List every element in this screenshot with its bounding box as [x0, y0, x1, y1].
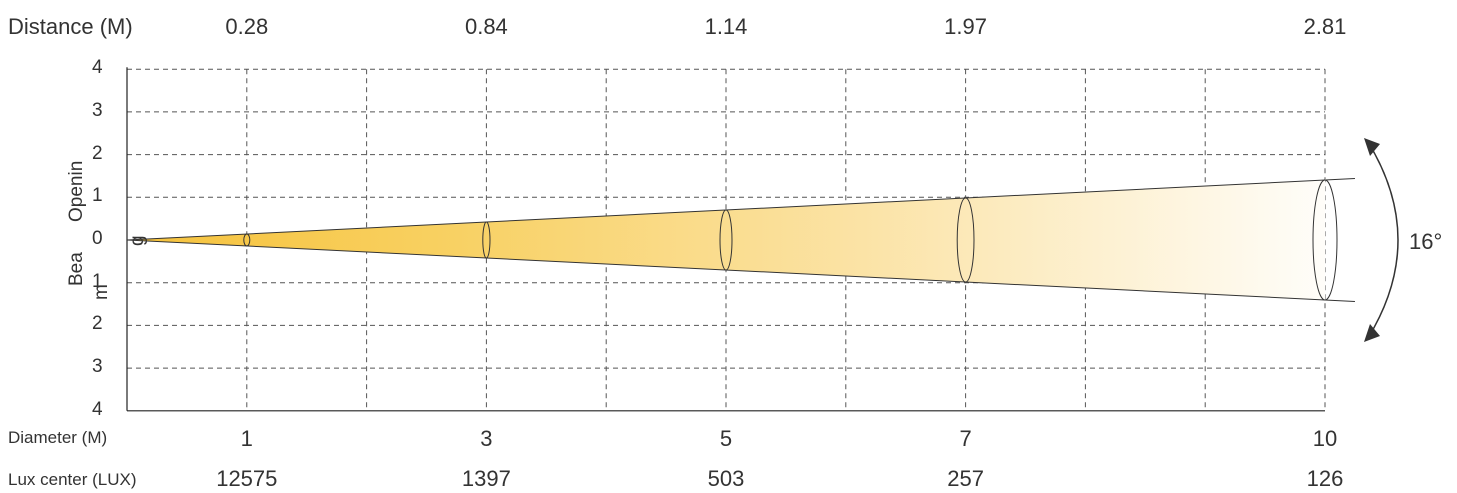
beam-cross-section: [243, 233, 251, 247]
beam-cross-section: [719, 209, 733, 271]
y-tick-label: 2: [92, 313, 103, 335]
beam-cross-section: [482, 221, 491, 259]
y-tick-label: 2: [92, 142, 103, 164]
distance-value: 7: [959, 426, 972, 451]
beam-angle-label: 16°: [1409, 229, 1443, 254]
y-tick-label: 3: [92, 356, 103, 378]
distance-value: 5: [719, 426, 733, 451]
lux-value: 12575: [216, 466, 278, 491]
y-tick-label: 1: [92, 270, 103, 292]
distance-value: 3: [480, 426, 493, 451]
beam-cross-section: [1312, 179, 1338, 301]
beam-angle-arc: [1367, 141, 1399, 339]
y-tick-label: 0: [92, 228, 103, 249]
beam-edge-bottom: [126, 239, 1355, 302]
diameter-title: Diameter (M): [8, 428, 108, 447]
beam-cross-section: [956, 197, 975, 283]
angle-arrow-up-icon: [1364, 138, 1380, 156]
y-axis-title-part: Bea: [66, 252, 87, 286]
y-tick-label: 4: [92, 57, 103, 79]
lux-value: 503: [707, 466, 745, 491]
y-tick-label: 4: [92, 398, 103, 420]
beam-cone: [127, 178, 1355, 302]
lux-title: Lux center (LUX): [8, 470, 137, 489]
distance-value: 10: [1312, 426, 1338, 451]
y-axis-title-part: Openin: [66, 160, 87, 222]
diameter-value: 0.28: [225, 14, 269, 39]
lux-value: 1397: [461, 466, 511, 491]
y-tick-label: 1: [92, 185, 103, 207]
y-tick-label: 3: [92, 99, 103, 121]
lux-value: 126: [1306, 466, 1344, 491]
diameter-value: 2.81: [1303, 14, 1347, 39]
diameter-value: 0.84: [464, 14, 508, 39]
distance-title: Distance (M): [8, 14, 133, 39]
y-axis-title-part: m: [91, 284, 112, 300]
angle-arrow-down-icon: [1364, 324, 1380, 342]
distance-value: 1: [240, 426, 253, 451]
beam-edge-top: [126, 178, 1355, 241]
y-axis-title-part: g: [127, 235, 148, 246]
diameter-value: 1.97: [944, 14, 988, 39]
diameter-value: 1.14: [704, 14, 748, 39]
lux-value: 257: [947, 466, 984, 491]
